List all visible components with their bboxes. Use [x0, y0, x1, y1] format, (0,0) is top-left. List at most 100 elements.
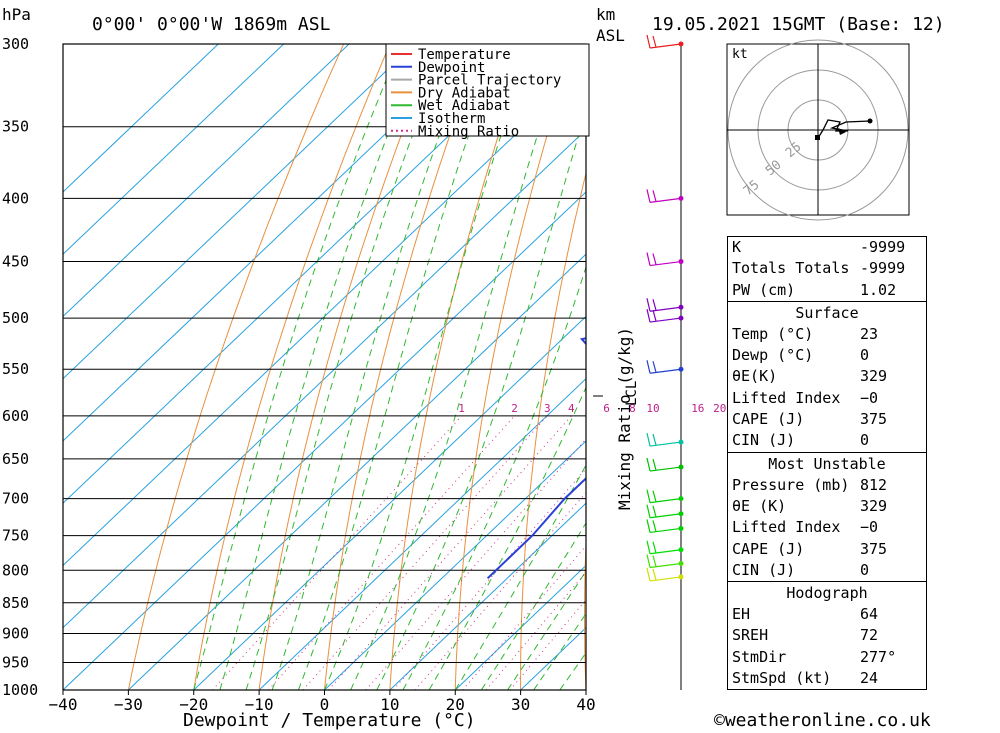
wind-barb-flag: [646, 489, 651, 503]
legend-entry: Mixing Ratio: [418, 124, 519, 140]
surface-temp-row: Temp (°C) 23: [732, 324, 879, 343]
dry-adiabat-line: [324, 44, 484, 690]
sounding-series: [486, 337, 586, 580]
dry-adiabat-line: [930, 44, 979, 690]
wind-barb-shaft: [649, 197, 682, 203]
wind-barb-flag: [646, 567, 651, 582]
lcl-label: LCL: [624, 381, 640, 406]
x-tick-label: −40: [49, 695, 78, 714]
pressure-label: 350: [2, 118, 29, 136]
wind-barb-shaft: [649, 549, 682, 555]
legend-entry: Isotherm: [418, 111, 485, 127]
totals-row: Totals Totals -9999: [728, 258, 926, 279]
wet-adiabat-line: [245, 44, 448, 690]
series-dewpoint: [486, 337, 586, 580]
surface-cin-row: CIN (J) 0: [732, 431, 870, 450]
mixing-ratio-labels: 12346810162025: [458, 402, 749, 415]
pressure-label: 450: [2, 253, 29, 271]
k-value: -9999: [860, 238, 906, 256]
wind-barb-flag: [652, 299, 657, 311]
wind-barb-shaft: [649, 576, 682, 582]
isotherm-line: [389, 502, 586, 690]
mixing-ratio-line: [328, 415, 572, 690]
wind-barbs: [646, 34, 684, 582]
mixing-ratio-label: 4: [568, 402, 575, 415]
wet-adiabat-line: [480, 522, 586, 690]
pressure-unit: hPa: [2, 5, 31, 24]
wet-adiabat-line: [297, 44, 502, 690]
surface-theta-row: θE(K) 329: [732, 367, 888, 386]
mixing-ratio-line: [212, 415, 462, 690]
wind-barb-flag: [652, 490, 657, 502]
mixing-ratio-axis-label: Mixing Ratio (g/kg): [615, 327, 634, 510]
mu-li-row: Lifted Index −0: [732, 518, 879, 537]
mu-cape-row: CAPE (J) 375: [732, 539, 888, 558]
wind-barb-flag: [652, 253, 657, 265]
wind-barb-flag: [652, 35, 657, 48]
pressure-label: 400: [2, 189, 29, 207]
wind-barb-shaft: [649, 43, 682, 49]
wind-barb-shaft: [649, 562, 682, 569]
wind-barb-flag: [646, 34, 651, 49]
stmspd-row: StmSpd (kt) 24: [732, 669, 879, 688]
wind-barb-shaft: [649, 513, 682, 519]
legend-box: [385, 43, 590, 137]
dry-adiabat-line: [127, 44, 345, 690]
hodograph-title: Hodograph: [728, 581, 926, 604]
isotherm-line: [63, 44, 219, 193]
x-axis-ticks: −40 −30 −20 −10 0 10 20 30 40: [49, 690, 596, 714]
x-tick-label: −10: [245, 695, 274, 714]
wind-barb-flag: [646, 540, 651, 554]
pressure-label: 650: [2, 450, 29, 468]
indices-table: K -9999 Totals Totals -9999 PW (cm) 1.02 Su…: [727, 236, 927, 691]
hodograph-unit: kt: [732, 47, 748, 62]
most-unstable-title: Most Unstable: [728, 451, 926, 475]
legend-entry: Parcel Trajectory: [418, 73, 561, 89]
wind-barb-flag: [652, 458, 657, 471]
wind-barb-flag: [646, 554, 651, 568]
wind-barb-flag: [652, 309, 657, 322]
surface-dewp-row: Dewp (°C) 0: [732, 346, 870, 365]
wet-adiabat-line: [219, 44, 425, 690]
hodograph-marker: [838, 128, 846, 135]
wind-barb-shaft: [649, 260, 682, 267]
pressure-label: 800: [2, 561, 29, 579]
wind-barb-shaft: [649, 466, 682, 472]
sreh-row: SREH 72: [732, 626, 879, 645]
mixing-ratio-label: 6: [603, 402, 610, 415]
legend-entry: Dry Adiabat: [418, 85, 511, 101]
dry-adiabat-line: [982, 44, 1000, 690]
dry-adiabat-line: [389, 44, 530, 690]
wind-barb-shaft: [649, 368, 682, 374]
mixing-ratio-line: [365, 438, 586, 690]
x-tick-label: 40: [576, 695, 595, 714]
legend-entry: Wet Adiabat: [418, 98, 511, 114]
mixing-ratio-label: 10: [646, 402, 659, 415]
x-tick-label: 20: [446, 695, 465, 714]
isotherm-line: [258, 377, 586, 690]
pressure-label: 550: [2, 360, 29, 378]
pressure-label: 750: [2, 527, 29, 545]
mixing-ratio-label: 2: [511, 402, 518, 415]
wet-adiabat-line: [454, 463, 586, 690]
k-row: K -9999: [728, 237, 926, 258]
x-tick-label: 10: [380, 695, 399, 714]
hodograph-end-point: [867, 118, 873, 124]
wet-adiabat-line: [193, 44, 402, 690]
wind-barb-shaft: [649, 527, 682, 534]
surface-cape-row: CAPE (J) 375: [732, 410, 888, 429]
x-tick-label: 0: [320, 695, 330, 714]
copyright: ©weatheronline.co.uk: [714, 710, 931, 731]
wind-barb-flag: [652, 505, 657, 517]
dry-adiabat-line: [258, 44, 437, 690]
isotherm-line: [63, 191, 586, 690]
x-tick-label: −30: [114, 695, 143, 714]
dry-adiabat-line: [584, 533, 586, 690]
wind-barb-flag: [652, 520, 657, 532]
hodograph: kt 25 50 75: [726, 39, 910, 221]
wet-adiabat-line: [350, 44, 568, 690]
isotherm-line: [63, 44, 285, 255]
wind-barb-shaft: [649, 498, 682, 504]
wind-barb-flag: [646, 298, 651, 312]
